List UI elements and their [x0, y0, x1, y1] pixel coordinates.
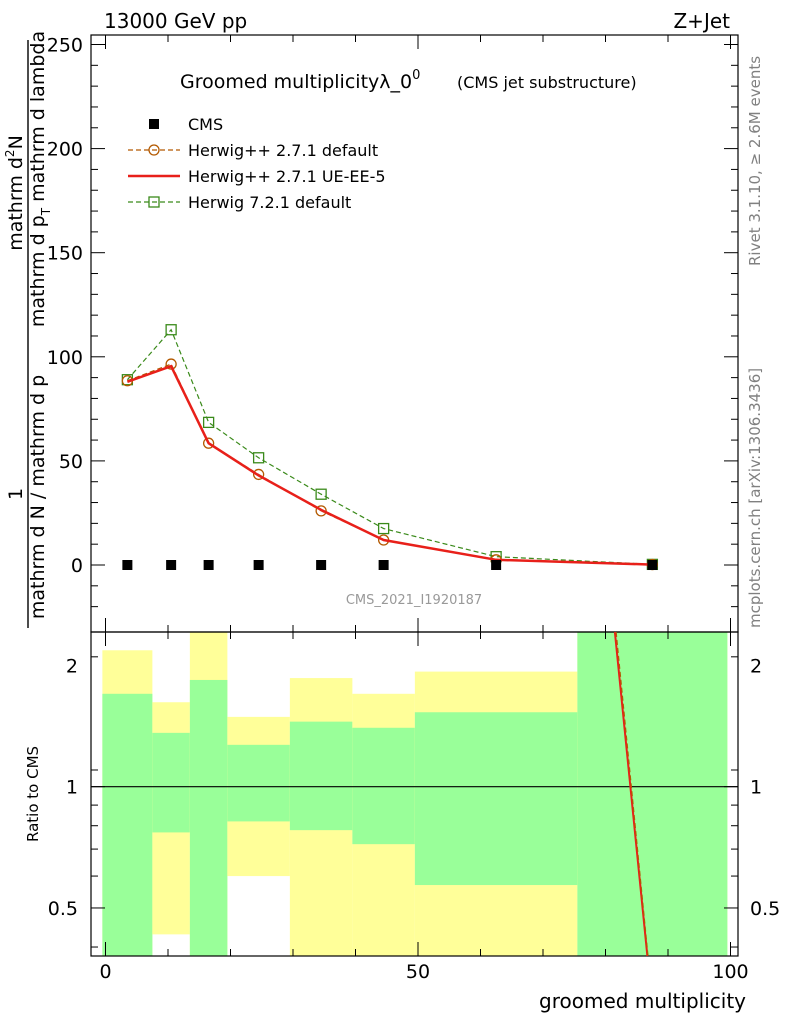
ratio-line-0	[613, 631, 649, 957]
series-point-3-4	[315, 488, 327, 500]
chart-title-superscript: 0	[412, 68, 420, 83]
main-axis-ticks: 0 50 100 150 200 250	[47, 35, 738, 632]
ratio-y-tick-label-right: 1	[750, 777, 762, 799]
ratio-axis-ticks: 0.5 0.5 1 1 2 2 0 50 100	[48, 632, 780, 983]
ratio-y-tick-label-right: 0.5	[750, 898, 780, 920]
series-point-3-3	[252, 452, 265, 464]
ratio-bands	[91, 632, 738, 956]
ratio-y-tick-label-right: 2	[750, 655, 762, 677]
chart-subtitle: (CMS jet substructure)	[457, 73, 637, 92]
legend: CMS Herwig++ 2.7.1 default Herwig++ 2.7.1 …	[128, 115, 386, 212]
series-line-1	[127, 363, 653, 566]
ratio-plot-frame	[90, 631, 739, 957]
y-tick-label: 50	[59, 451, 83, 473]
series-point-1-1	[165, 358, 177, 370]
series-point-3-5	[377, 522, 390, 535]
x-tick-label: 100	[712, 961, 748, 983]
series-point-3-1	[165, 324, 177, 336]
series-point-0-0	[122, 560, 133, 570]
ratio-lines	[613, 631, 649, 957]
ratio-inner-band-4	[289, 721, 353, 831]
ratio-y-label: Ratio to CMS	[24, 746, 42, 842]
y-tick-label: 250	[47, 35, 83, 57]
rivet-version-label: Rivet 3.1.10, ≥ 2.6M events	[746, 56, 764, 266]
x-axis-label: groomed multiplicity	[539, 989, 746, 1013]
ratio-inner-band-3	[227, 744, 290, 822]
legend-marker-1	[148, 144, 160, 156]
legend-label-2: Herwig++ 2.7.1 UE-EE-5	[188, 167, 386, 186]
y-axis-label: 1 mathrm d2N mathrm d N / mathrm d p mat…	[3, 31, 53, 628]
series-point-3-2	[202, 416, 215, 429]
y-label-num-right-sup: 2	[3, 149, 17, 157]
chart-title: Groomed multiplicityλ_00	[180, 68, 420, 93]
ratio-y-tick-label-left: 2	[66, 655, 78, 677]
y-label-num-right-b: N	[5, 135, 27, 149]
y-label-numerator-left: 1	[5, 488, 27, 500]
series-point-0-1	[166, 560, 177, 570]
ratio-inner-band-7	[577, 632, 728, 956]
analysis-watermark: CMS_2021_I1920187	[346, 593, 482, 608]
series-point-0-7	[647, 560, 658, 570]
mcplots-credit-label: mcplots.cern.ch [arXiv:1306.3436]	[746, 368, 764, 628]
series-point-1-3	[252, 468, 265, 481]
legend-label-0: CMS	[188, 115, 223, 134]
ratio-inner-band-0	[102, 693, 153, 956]
y-tick-label: 200	[47, 139, 83, 161]
main-series	[121, 324, 659, 571]
y-label-denominator-right: mathrm d pT mathrm d lambda	[27, 31, 53, 327]
series-point-0-6	[491, 560, 502, 570]
header-right-label: Z+Jet	[673, 9, 730, 33]
legend-label-3: Herwig 7.2.1 default	[188, 193, 351, 212]
legend-marker-3	[148, 196, 160, 208]
chart-title-main: Groomed multiplicityλ_0	[180, 71, 412, 93]
series-point-1-2	[202, 437, 215, 449]
ratio-inner-band-2	[189, 679, 228, 956]
series-point-0-2	[203, 560, 214, 570]
y-label-numerator-right: mathrm d2N	[3, 135, 27, 251]
y-label-den-right-sub: T	[39, 207, 53, 216]
ratio-y-tick-label-left: 1	[66, 777, 78, 799]
ratio-inner-band-6	[414, 712, 578, 886]
ratio-inner-band-5	[352, 727, 415, 845]
ratio-y-tick-label-left: 0.5	[48, 898, 78, 920]
series-line-3	[126, 328, 653, 565]
series-point-0-4	[316, 560, 327, 570]
series-point-0-5	[378, 560, 389, 570]
legend-marker-0	[149, 119, 159, 129]
y-tick-label: 150	[47, 243, 83, 265]
x-tick-label: 50	[406, 961, 430, 983]
y-label-den-right-b: mathrm d lambda	[27, 31, 49, 208]
y-tick-label: 0	[71, 555, 83, 577]
y-label-den-right-a: mathrm d p	[27, 215, 49, 327]
y-label-denominator-left: mathrm d N / mathrm d p	[27, 375, 49, 619]
series-point-0-3	[253, 560, 264, 570]
x-tick-label: 0	[99, 961, 111, 983]
series-line-2	[126, 364, 653, 566]
y-label-num-right-a: mathrm d	[5, 157, 27, 251]
ratio-inner-band-1	[152, 732, 190, 833]
legend-label-1: Herwig++ 2.7.1 default	[188, 141, 378, 160]
ratio-line-1	[615, 631, 649, 957]
header-left-label: 13000 GeV pp	[104, 9, 247, 33]
y-tick-label: 100	[47, 347, 83, 369]
